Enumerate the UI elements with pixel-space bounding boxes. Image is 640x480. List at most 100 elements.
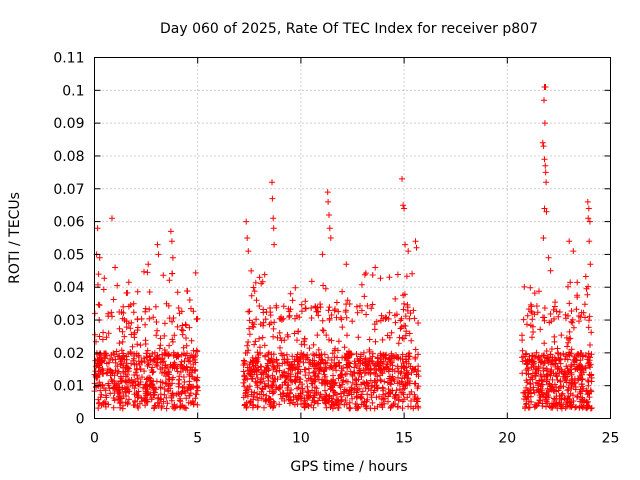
data-point — [326, 225, 333, 232]
data-point — [369, 350, 376, 357]
y-tick-label: 0.1 — [62, 83, 84, 99]
data-point — [255, 351, 262, 358]
data-point — [545, 254, 552, 261]
data-point — [578, 366, 585, 373]
data-point — [96, 302, 103, 309]
data-point — [144, 354, 151, 361]
data-point — [400, 202, 407, 209]
data-point — [584, 198, 591, 205]
data-point — [318, 366, 325, 373]
data-point — [568, 308, 575, 314]
data-point — [112, 359, 119, 366]
data-point — [270, 215, 277, 222]
data-point — [268, 319, 274, 326]
data-point — [167, 381, 173, 388]
data-point — [168, 394, 175, 401]
data-point — [315, 308, 322, 315]
data-point — [531, 353, 538, 360]
data-point — [574, 351, 581, 358]
data-point — [122, 389, 129, 396]
data-point — [110, 296, 117, 303]
data-point — [370, 360, 377, 367]
data-point — [123, 290, 130, 296]
data-point — [163, 394, 170, 401]
data-point — [152, 402, 159, 409]
data-point — [295, 384, 302, 391]
data-point — [588, 378, 595, 385]
data-point — [326, 336, 332, 343]
data-point — [550, 400, 557, 407]
data-point — [343, 261, 350, 268]
data-point — [92, 357, 99, 364]
data-point — [174, 289, 181, 296]
data-point — [412, 354, 419, 361]
data-point — [325, 198, 332, 205]
data-point — [339, 288, 346, 295]
data-point — [291, 330, 298, 337]
data-point — [405, 248, 412, 255]
data-point — [531, 372, 538, 379]
data-point — [585, 350, 592, 357]
data-point — [262, 316, 269, 323]
data-point — [263, 397, 270, 404]
data-point — [319, 251, 326, 258]
x-tick-label: 15 — [395, 431, 413, 447]
data-point — [96, 254, 103, 261]
data-point — [333, 367, 340, 374]
data-point — [96, 350, 103, 357]
data-point — [296, 314, 303, 321]
data-point — [323, 332, 330, 339]
data-point — [321, 395, 328, 402]
data-point — [395, 340, 402, 347]
data-point — [541, 314, 548, 321]
data-point — [182, 321, 189, 328]
data-point — [142, 337, 149, 344]
data-point — [183, 335, 189, 342]
data-point — [269, 179, 275, 186]
data-point — [193, 391, 200, 398]
data-point — [95, 405, 102, 412]
data-point — [403, 369, 410, 376]
data-point — [319, 357, 326, 364]
data-point — [333, 401, 340, 408]
data-point — [301, 395, 308, 402]
data-point — [575, 375, 582, 382]
data-point — [587, 372, 594, 379]
data-point — [121, 317, 128, 323]
data-point — [344, 332, 350, 339]
data-point — [335, 405, 342, 411]
data-point — [119, 338, 126, 345]
data-point — [322, 387, 328, 394]
data-point — [157, 391, 164, 398]
data-point — [265, 356, 272, 363]
data-point — [334, 354, 341, 361]
data-point — [314, 361, 321, 368]
data-point — [308, 402, 315, 408]
data-point — [263, 309, 270, 315]
y-tick-label: 0.07 — [53, 182, 84, 198]
data-point — [140, 355, 147, 362]
data-point — [107, 355, 114, 362]
data-point — [251, 288, 258, 295]
data-point — [192, 269, 199, 276]
data-point — [108, 309, 115, 316]
data-point — [103, 334, 110, 341]
tick-labels: 0 0.01 0.02 0.03 0.04 0.05 0.06 0.07 0.08 0.09 0.1… — [53, 51, 619, 447]
data-point — [321, 377, 328, 384]
data-point — [143, 376, 150, 383]
data-point — [323, 391, 330, 398]
data-point — [413, 244, 420, 251]
data-point — [300, 359, 307, 366]
data-point — [362, 403, 369, 410]
data-point — [179, 331, 186, 338]
data-point — [117, 400, 123, 407]
data-point — [253, 380, 260, 386]
data-point — [156, 345, 163, 352]
data-point — [372, 338, 379, 345]
data-point — [312, 390, 319, 397]
data-point — [340, 365, 347, 371]
data-point — [566, 300, 573, 307]
data-point — [161, 386, 168, 392]
data-point — [119, 405, 126, 412]
data-point — [102, 392, 109, 399]
